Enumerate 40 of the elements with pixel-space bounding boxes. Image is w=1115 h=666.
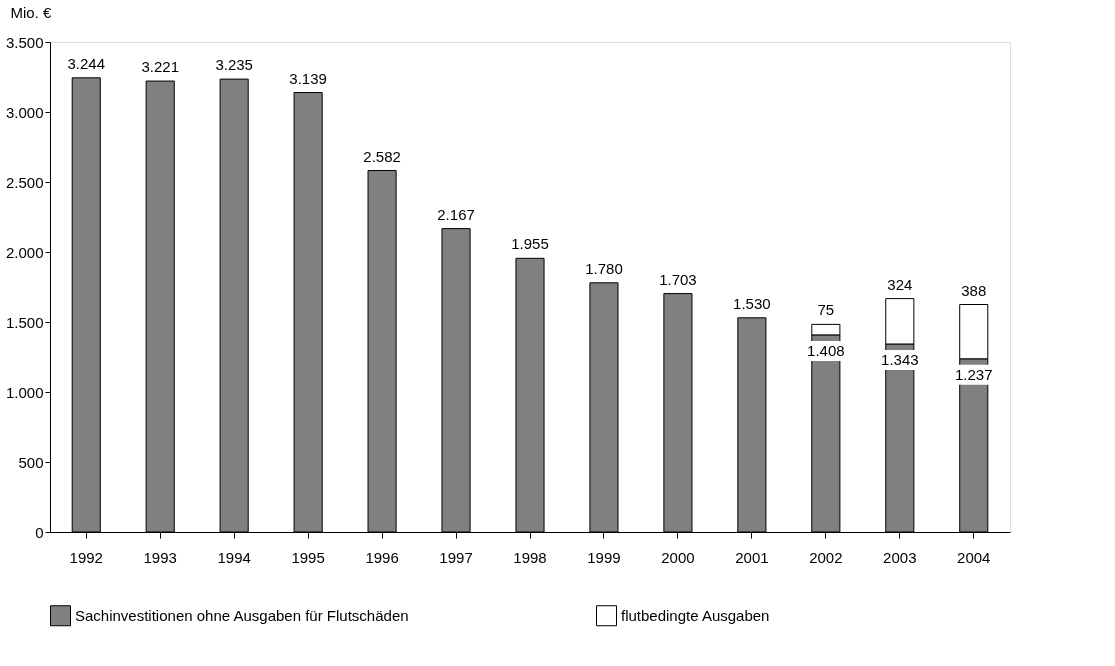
x-tick-label: 2003 [883, 548, 917, 566]
y-tick-label: 3.500 [5, 33, 44, 51]
y-tick-label: 2.000 [5, 243, 44, 261]
x-tick-label: 1996 [365, 548, 399, 566]
data-label: 2.167 [437, 205, 475, 223]
data-label: 3.139 [289, 69, 327, 87]
x-tick-label: 1998 [513, 548, 547, 566]
data-label: 324 [887, 275, 913, 293]
y-axis-title: Mio. € [10, 3, 52, 21]
data-label: 3.221 [141, 58, 179, 76]
data-label: 3.235 [215, 56, 253, 74]
y-tick-label: 500 [18, 453, 44, 471]
x-tick-label: 1997 [439, 548, 473, 566]
legend-label: Sachinvestitionen ohne Ausgaben für Flutschäden [75, 606, 409, 624]
data-label: 1.237 [954, 365, 993, 383]
data-label: 1.780 [585, 259, 623, 277]
x-tick-label: 2001 [735, 548, 769, 566]
y-tick-label: 1.500 [5, 313, 44, 331]
data-label: 2.582 [363, 147, 401, 165]
data-label: 1.955 [511, 235, 549, 253]
x-tick-label: 1994 [217, 548, 251, 566]
data-label: 1.530 [733, 294, 771, 312]
data-label: 1.703 [659, 270, 697, 288]
legend-label: flutbedingte Ausgaben [621, 606, 770, 624]
data-label: 1.408 [807, 341, 845, 359]
y-tick-label: 0 [35, 523, 44, 541]
data-label: 3.244 [67, 54, 106, 72]
data-label: 75 [817, 301, 835, 319]
y-tick-label: 3.000 [5, 103, 44, 121]
x-tick-label: 1992 [69, 548, 103, 566]
x-tick-label: 2000 [661, 548, 695, 566]
x-tick-label: 1995 [291, 548, 325, 566]
x-tick-label: 1999 [587, 548, 621, 566]
data-label: 1.343 [881, 350, 919, 368]
y-tick-label: 1.000 [5, 383, 44, 401]
x-tick-label: 2002 [809, 548, 843, 566]
x-tick-label: 1993 [143, 548, 177, 566]
x-tick-label: 2004 [957, 548, 991, 566]
data-label: 388 [961, 281, 987, 299]
y-tick-label: 2.500 [5, 173, 44, 191]
